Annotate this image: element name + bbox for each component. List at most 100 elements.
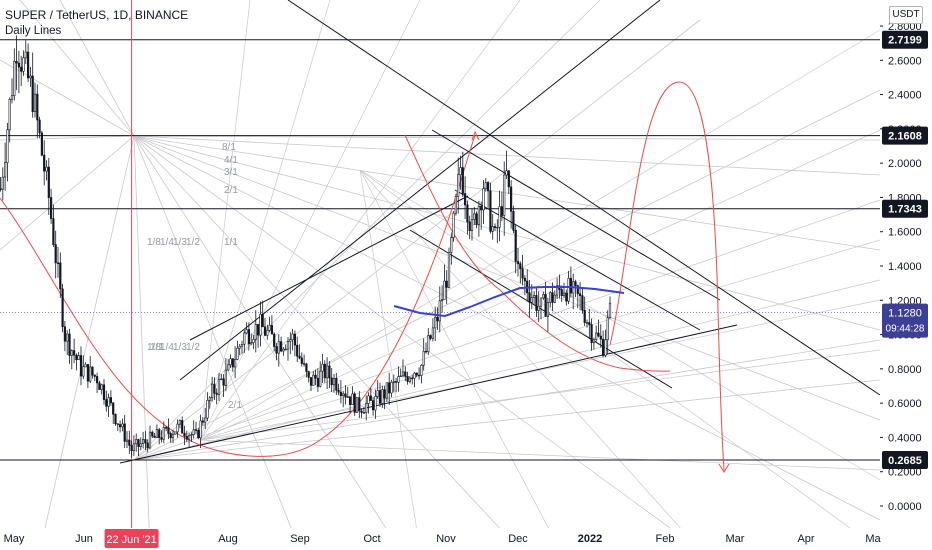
candle-body	[10, 95, 14, 100]
candle-body	[562, 292, 566, 296]
candle-body	[583, 309, 586, 323]
candle-body	[63, 326, 66, 342]
candle-body	[66, 333, 69, 342]
level-badge	[882, 30, 928, 49]
candle-body	[56, 262, 60, 264]
candle-body	[454, 196, 458, 214]
gann-label: 2/1	[224, 185, 238, 196]
candle-body	[567, 277, 570, 302]
candle-body	[371, 400, 375, 411]
candle-body	[321, 363, 324, 372]
candle-body	[459, 167, 462, 176]
currency-unit-button[interactable]: USDT	[889, 6, 923, 24]
candle-body	[468, 221, 471, 232]
candle-body	[592, 339, 595, 344]
candle-body	[162, 427, 165, 440]
candle-body	[394, 381, 398, 383]
candle-body	[263, 326, 267, 336]
candle-body	[319, 370, 322, 387]
x-tick-label: Apr	[797, 533, 814, 545]
candle-body	[277, 341, 280, 354]
candle-body	[158, 429, 161, 439]
candle-body	[105, 399, 108, 407]
candle-body	[40, 132, 43, 156]
candle-body	[8, 99, 11, 131]
gann-ray	[133, 135, 521, 550]
candle-body	[569, 277, 572, 294]
trend-line	[431, 129, 721, 301]
candle-body	[316, 377, 320, 387]
candle-body	[523, 277, 526, 282]
candle-body	[259, 313, 262, 336]
candlestick-series	[0, 35, 612, 458]
gann-label: 1/3	[173, 237, 187, 248]
indicator-label[interactable]: Daily Lines	[5, 25, 62, 37]
candle-body	[578, 293, 582, 296]
candle-body	[408, 377, 412, 382]
candle-body	[107, 397, 110, 407]
candle-body	[339, 391, 343, 397]
candle-body	[250, 342, 253, 345]
candle-body	[519, 263, 522, 269]
candle-body	[604, 339, 607, 356]
candle-body	[75, 354, 78, 361]
gann-ray	[199, 0, 521, 441]
gann-ray	[133, 135, 881, 141]
gann-ray	[133, 0, 601, 461]
gann-ray	[133, 135, 401, 550]
candle-body	[539, 297, 543, 307]
gann-label: 4/1	[224, 155, 238, 166]
candle-body	[31, 75, 34, 112]
candle-body	[270, 325, 274, 335]
candle-body	[406, 376, 409, 382]
candle-body	[367, 395, 370, 404]
candle-body	[26, 51, 30, 79]
moving-average	[393, 286, 625, 318]
candle-body	[429, 335, 432, 339]
candle-body	[337, 389, 340, 393]
x-tick-label: Aug	[218, 533, 238, 545]
gann-label: 3/1	[224, 167, 238, 178]
candle-body	[599, 335, 602, 340]
candle-body	[77, 355, 80, 361]
candle-body	[346, 396, 349, 398]
gann-ray	[133, 135, 301, 550]
candle-body	[378, 390, 382, 404]
candle-body	[234, 359, 237, 368]
candle-body	[231, 358, 234, 368]
red-curve	[404, 134, 671, 372]
moving-average-line	[393, 286, 625, 318]
candle-body	[243, 332, 246, 345]
gann-ray	[359, 169, 701, 550]
gann-ray	[0, 135, 135, 141]
candle-body	[236, 347, 239, 360]
candle-body	[493, 226, 497, 228]
y-tick-label: 2.4000	[888, 90, 922, 102]
candle-body	[185, 435, 188, 440]
candle-body	[312, 374, 315, 386]
candle-body	[227, 364, 230, 371]
candle-body	[450, 237, 453, 253]
candle-body	[213, 383, 216, 394]
candle-body	[38, 119, 41, 134]
gann-label: 1/1	[224, 237, 238, 248]
candle-body	[45, 166, 48, 172]
gann-label: 1/4	[160, 237, 174, 248]
candle-body	[413, 372, 416, 379]
candle-body	[555, 285, 559, 296]
candle-body	[445, 280, 448, 288]
gann-label: 1/8	[147, 342, 161, 353]
candle-body	[411, 377, 414, 380]
candle-body	[381, 389, 384, 404]
x-tick-label: Mar	[726, 533, 745, 545]
candle-body	[252, 339, 255, 343]
trend-line	[189, 195, 469, 341]
candle-body	[153, 435, 156, 438]
gann-ray	[133, 135, 881, 521]
candle-body	[220, 378, 223, 381]
gann-ray	[133, 19, 701, 461]
candle-body	[544, 294, 547, 317]
gann-ray	[133, 135, 881, 176]
candle-body	[98, 382, 101, 390]
